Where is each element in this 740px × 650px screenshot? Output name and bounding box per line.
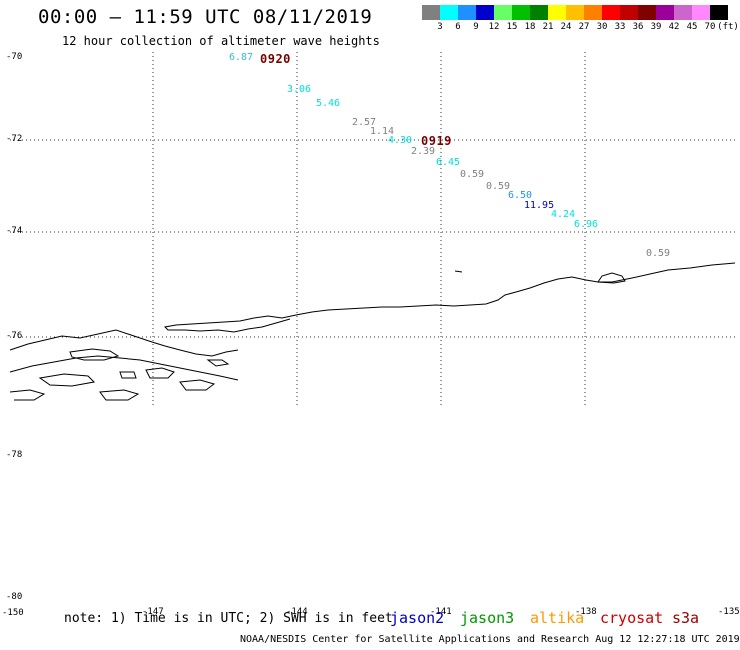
color-swatch xyxy=(422,5,440,20)
satellite-legend-item: cryosat xyxy=(600,609,664,627)
color-swatch xyxy=(656,5,674,20)
color-scale-label: 33 xyxy=(614,22,626,32)
color-swatch xyxy=(548,5,566,20)
color-scale-label: 18 xyxy=(524,22,536,32)
color-scale-label: 39 xyxy=(650,22,662,32)
color-swatch xyxy=(584,5,602,20)
satellite-legend-item: altika xyxy=(530,609,585,627)
color-swatch xyxy=(674,5,692,20)
color-scale-label: 6 xyxy=(455,22,461,32)
color-swatch xyxy=(620,5,638,20)
page-title: 00:00 — 11:59 UTC 08/11/2019 xyxy=(38,6,373,28)
color-swatch xyxy=(494,5,512,20)
color-swatch xyxy=(458,5,476,20)
color-swatch xyxy=(530,5,548,20)
lat-label: -76 xyxy=(6,331,23,341)
color-swatch xyxy=(512,5,530,20)
lat-label: -78 xyxy=(6,450,23,460)
lat-label: -70 xyxy=(6,52,23,62)
lat-label: -74 xyxy=(6,226,23,236)
color-scale-label: 12 xyxy=(488,22,500,32)
lon-label: -141 xyxy=(430,607,452,617)
color-swatch xyxy=(710,5,728,20)
color-scale-label: 9 xyxy=(473,22,479,32)
color-swatch xyxy=(638,5,656,20)
lat-label: -72 xyxy=(6,134,23,144)
wave-height-value: 6.87 xyxy=(229,52,254,63)
wave-height-color-scale xyxy=(422,5,728,21)
color-swatch xyxy=(476,5,494,20)
lon-label: -138 xyxy=(575,607,597,617)
lon-label: -144 xyxy=(286,607,308,617)
wave-height-value: 6.96 xyxy=(574,219,599,230)
wave-height-value: 4.24 xyxy=(551,209,576,220)
color-swatch xyxy=(566,5,584,20)
color-scale-label: 3 xyxy=(437,22,443,32)
lat-label: -80 xyxy=(6,592,23,602)
satellite-legend-item: jason3 xyxy=(460,609,515,627)
latitude-gridlines xyxy=(10,139,735,338)
color-scale-label: 27 xyxy=(578,22,590,32)
color-scale-label: (ft) xyxy=(717,22,739,32)
wave-height-value: 0.59 xyxy=(646,248,671,259)
wave-height-value: 2.39 xyxy=(411,146,436,157)
wave-height-value: 3.06 xyxy=(287,84,312,95)
color-scale-label: 30 xyxy=(596,22,608,32)
wave-height-value: 5.46 xyxy=(316,98,341,109)
wave-height-value: 11.95 xyxy=(524,200,555,211)
color-scale-label: 70 xyxy=(704,22,716,32)
page-subtitle: 12 hour collection of altimeter wave hei… xyxy=(62,34,380,48)
pass-time-label: 0919 xyxy=(421,134,452,148)
color-scale-label: 36 xyxy=(632,22,644,32)
longitude-gridlines xyxy=(152,52,586,405)
units-note: note: 1) Time is in UTC; 2) SWH is in fe… xyxy=(64,611,393,626)
satellite-legend-item: s3a xyxy=(672,609,700,627)
wave-height-value: 1.14 xyxy=(370,126,395,137)
color-scale-label: 15 xyxy=(506,22,518,32)
color-swatch xyxy=(602,5,620,20)
color-swatch xyxy=(692,5,710,20)
pass-time-label: 0920 xyxy=(260,52,291,66)
lon-label: -147 xyxy=(142,607,164,617)
satellite-legend-item: jason2 xyxy=(390,609,445,627)
wave-height-value: 6.45 xyxy=(436,157,461,168)
wave-height-value: 4.30 xyxy=(388,135,413,146)
wave-height-value: 0.59 xyxy=(486,181,511,192)
color-scale-labels: 3 6 9 12 15 18 21 24 27 30 33 36 39 42 45 70 (ft) xyxy=(422,22,740,34)
wave-height-value: 0.59 xyxy=(460,169,485,180)
wave-height-value: 6.50 xyxy=(508,190,533,201)
footer-credit: NOAA/NESDIS Center for Satellite Applica… xyxy=(240,634,740,645)
wave-height-value: 2.57 xyxy=(352,117,377,128)
color-scale-label: 42 xyxy=(668,22,680,32)
color-scale-label: 24 xyxy=(560,22,572,32)
color-swatch xyxy=(440,5,458,20)
color-scale-label: 21 xyxy=(542,22,554,32)
lon-label: -135 xyxy=(718,607,740,617)
color-scale-label: 45 xyxy=(686,22,698,32)
lon-label: -150 xyxy=(2,608,24,618)
coastline xyxy=(9,262,736,401)
